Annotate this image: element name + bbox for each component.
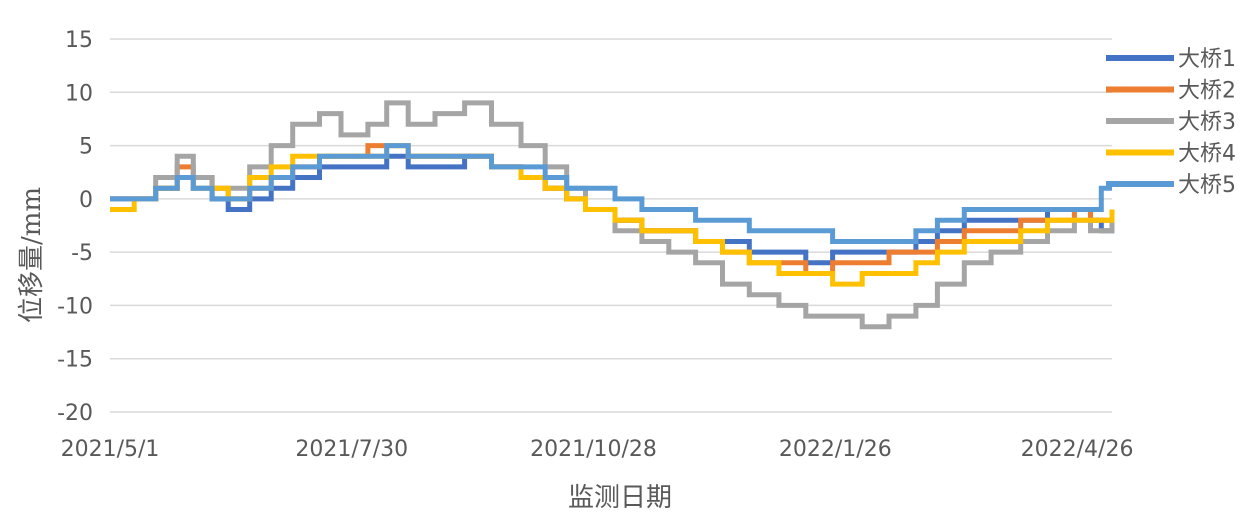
series-line-5: [110, 143, 1112, 244]
y-tick-label: 15: [65, 28, 93, 53]
legend: 大桥1 大桥2 大桥3 大桥4 大桥5: [1106, 47, 1236, 198]
y-tick-label: -10: [57, 294, 93, 319]
x-axis-ticks: 2021/5/1 2021/7/30 2021/10/28 2022/1/26 2022…: [61, 437, 1134, 462]
x-tick-label: 2022/1/26: [779, 437, 892, 462]
y-tick-label: -5: [71, 241, 93, 266]
y-tick-label: -20: [57, 401, 93, 426]
x-tick-label: 2021/10/28: [530, 437, 657, 462]
series-lines: [110, 100, 1115, 330]
series-line-3: [110, 100, 1115, 330]
x-tick-label: 2022/4/26: [1021, 437, 1134, 462]
x-tick-label: 2021/5/1: [61, 437, 160, 462]
y-tick-label: 5: [79, 135, 93, 160]
y-tick-label: 10: [65, 81, 93, 106]
legend-label-4: 大桥4: [1178, 142, 1236, 167]
y-tick-label: 0: [79, 188, 93, 213]
y-axis-ticks: 15 10 5 0 -5 -10 -15 -20: [57, 28, 93, 426]
y-axis-title: 位移量/mm: [17, 187, 47, 323]
x-tick-label: 2021/7/30: [295, 437, 408, 462]
x-axis-title: 监测日期: [568, 483, 672, 513]
legend-label-1: 大桥1: [1178, 47, 1236, 72]
y-tick-label: -15: [57, 348, 93, 373]
legend-label-3: 大桥3: [1178, 110, 1236, 135]
gridlines: [110, 38, 1112, 413]
legend-label-2: 大桥2: [1178, 79, 1236, 104]
legend-label-5: 大桥5: [1178, 173, 1236, 198]
